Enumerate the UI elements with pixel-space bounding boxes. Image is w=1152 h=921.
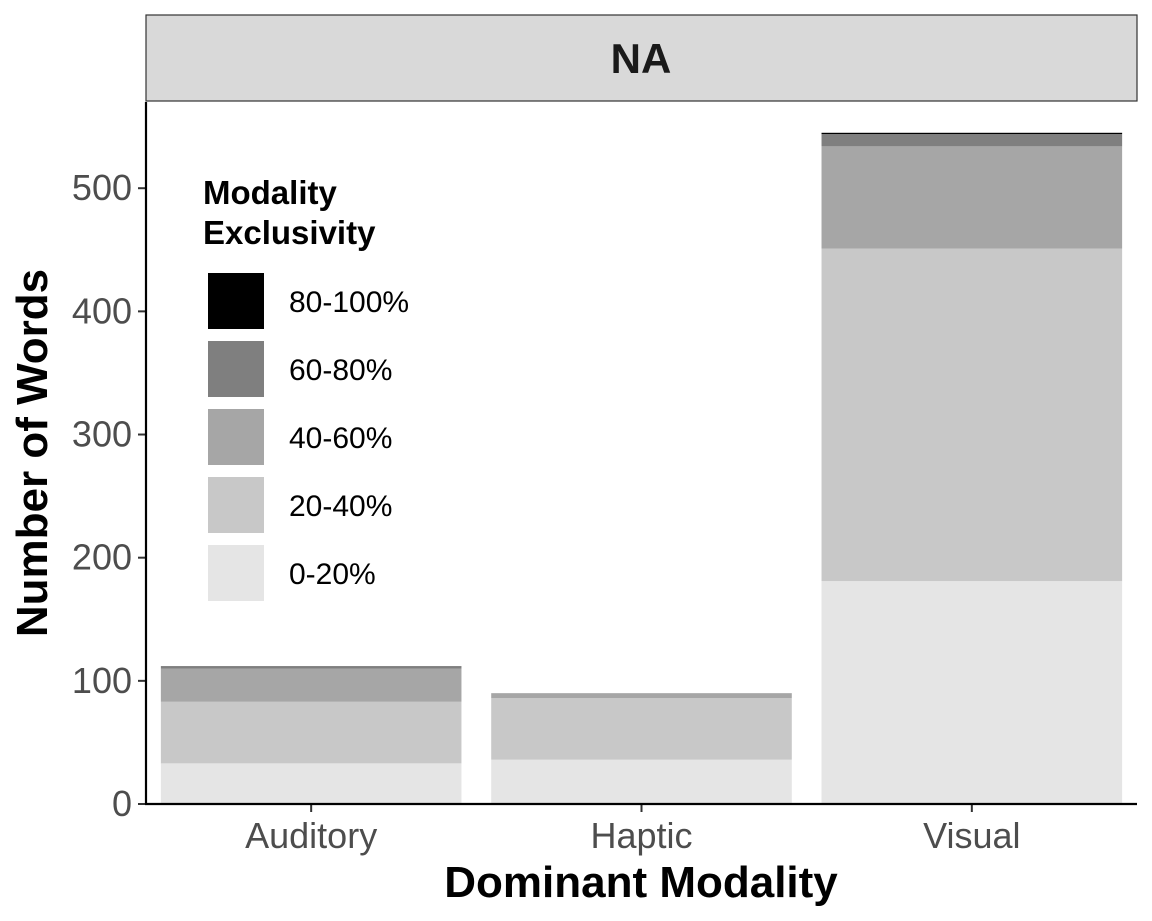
y-tick-label: 300 — [72, 414, 132, 455]
legend-swatch-4 — [208, 545, 264, 601]
legend-swatch-1 — [208, 341, 264, 397]
bars-layer — [160, 132, 1123, 804]
legend-label-4: 0-20% — [289, 558, 376, 591]
legend-items: 80-100% 60-80% 40-60% 20-40% 0-20% — [208, 273, 409, 601]
bar-segment-auditory-2 — [160, 668, 462, 702]
x-axis-ticks: Auditory Haptic Visual — [245, 804, 1021, 856]
legend-label-0: 80-100% — [289, 286, 409, 319]
y-axis-title: Number of Words — [8, 269, 57, 637]
y-tick-label: 0 — [112, 783, 132, 824]
x-axis-title: Dominant Modality — [444, 858, 838, 907]
legend-label-3: 20-40% — [289, 490, 392, 523]
legend-title-line-2: Exclusivity — [203, 214, 376, 251]
facet-strip-box — [145, 14, 1138, 102]
legend-swatch-3 — [208, 477, 264, 533]
bar-segment-visual-1 — [821, 248, 1123, 582]
y-tick-label: 200 — [72, 537, 132, 578]
legend-title-line-1: Modality — [203, 174, 337, 211]
legend: Modality Exclusivity 80-100% 60-80% 40-60%… — [203, 174, 409, 601]
bar-segment-visual-4 — [821, 132, 1123, 135]
x-tick-label-visual: Visual — [923, 815, 1020, 856]
bar-segment-auditory-0 — [160, 763, 462, 804]
bar-segment-haptic-0 — [491, 759, 792, 804]
bar-segment-auditory-1 — [160, 701, 462, 764]
legend-label-2: 40-60% — [289, 422, 392, 455]
y-tick-label: 100 — [72, 660, 132, 701]
bar-segment-haptic-1 — [491, 698, 792, 760]
bar-segment-visual-3 — [821, 134, 1123, 147]
bar-segment-haptic-2 — [491, 693, 792, 699]
bar-segment-visual-0 — [821, 581, 1123, 804]
bar-segment-visual-2 — [821, 146, 1123, 249]
facet-strip-label: NA — [611, 35, 672, 82]
x-tick-label-auditory: Auditory — [245, 815, 377, 856]
x-tick-label-haptic: Haptic — [590, 815, 692, 856]
y-tick-label: 500 — [72, 167, 132, 208]
y-tick-label: 400 — [72, 290, 132, 331]
legend-swatch-0 — [208, 273, 264, 329]
facet-strip: NA — [145, 14, 1138, 102]
y-axis-ticks: 0 100 200 300 400 500 — [72, 167, 146, 824]
legend-swatch-2 — [208, 409, 264, 465]
bar-segment-auditory-3 — [160, 666, 462, 669]
legend-label-1: 60-80% — [289, 354, 392, 387]
